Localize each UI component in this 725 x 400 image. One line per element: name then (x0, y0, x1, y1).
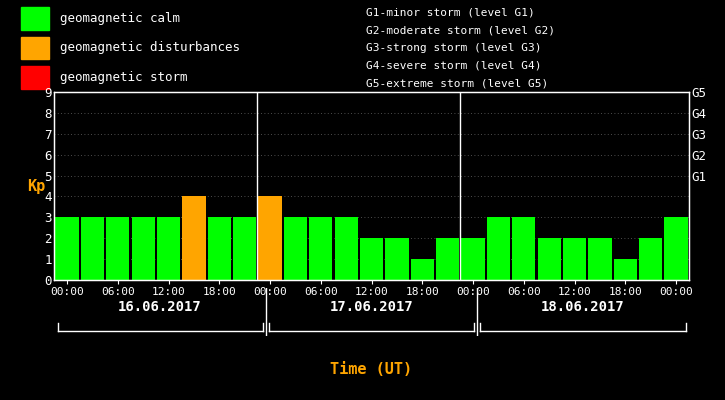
Bar (664, 217, 688, 280)
Bar (410, 259, 434, 280)
Text: G2-moderate storm (level G2): G2-moderate storm (level G2) (366, 25, 555, 35)
Bar (563, 238, 587, 280)
Bar (233, 217, 257, 280)
Text: geomagnetic disturbances: geomagnetic disturbances (59, 42, 240, 54)
Bar (106, 217, 130, 280)
Y-axis label: Kp: Kp (27, 178, 45, 194)
Bar (22, 66, 49, 89)
Bar (588, 238, 612, 280)
Bar (283, 217, 307, 280)
Bar (22, 36, 49, 60)
Bar (22, 7, 49, 30)
Text: G4-severe storm (level G4): G4-severe storm (level G4) (366, 61, 542, 70)
Bar (537, 238, 561, 280)
Bar (385, 238, 409, 280)
Bar (207, 217, 231, 280)
Text: Time (UT): Time (UT) (331, 362, 413, 378)
Text: geomagnetic storm: geomagnetic storm (59, 71, 187, 84)
Bar (80, 217, 104, 280)
Bar (512, 217, 536, 280)
Bar (55, 217, 79, 280)
Bar (131, 217, 155, 280)
Text: G3-strong storm (level G3): G3-strong storm (level G3) (366, 43, 542, 53)
Text: G1-minor storm (level G1): G1-minor storm (level G1) (366, 8, 535, 18)
Bar (157, 217, 181, 280)
Bar (309, 217, 333, 280)
Bar (360, 238, 384, 280)
Bar (436, 238, 460, 280)
Text: 18.06.2017: 18.06.2017 (541, 300, 625, 314)
Bar (258, 196, 282, 280)
Bar (461, 238, 485, 280)
Text: 16.06.2017: 16.06.2017 (118, 300, 202, 314)
Text: G5-extreme storm (level G5): G5-extreme storm (level G5) (366, 78, 548, 88)
Bar (334, 217, 358, 280)
Bar (639, 238, 663, 280)
Bar (486, 217, 510, 280)
Bar (613, 259, 637, 280)
Text: geomagnetic calm: geomagnetic calm (59, 12, 180, 25)
Text: 17.06.2017: 17.06.2017 (330, 300, 413, 314)
Bar (182, 196, 206, 280)
